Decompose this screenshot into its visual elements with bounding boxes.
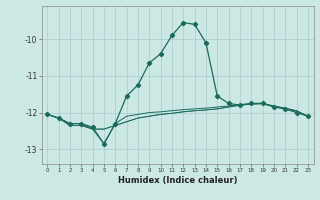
X-axis label: Humidex (Indice chaleur): Humidex (Indice chaleur) (118, 176, 237, 185)
